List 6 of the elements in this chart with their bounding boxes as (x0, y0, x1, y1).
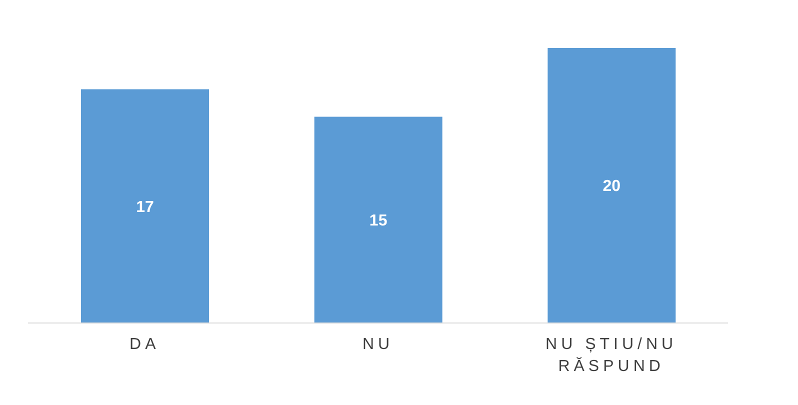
data-label: 20 (602, 178, 621, 196)
x-tick-label: NU (362, 336, 394, 353)
x-tick-label: NU ȘTIU/NU RĂSPUND (546, 336, 678, 375)
data-label: 15 (369, 212, 388, 230)
data-label: 17 (136, 198, 154, 216)
x-tick-label: DA (130, 336, 160, 353)
